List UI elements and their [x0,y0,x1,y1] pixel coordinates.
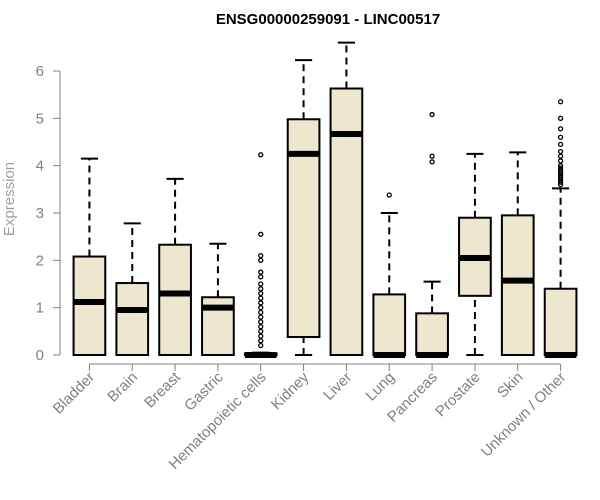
outlier-point [557,172,564,178]
box-rect [158,243,192,356]
box-liver [329,41,364,356]
box-kidney [286,59,321,356]
x-tick-label: Prostate [432,369,484,421]
outlier-point [557,181,564,188]
outlier-point [258,152,264,158]
box-skin [500,151,535,356]
outlier-point [258,338,264,344]
box-rect [500,214,535,356]
box-gastric [201,242,235,356]
outlier-point [258,274,264,280]
x-tick-label: Lung [362,369,398,405]
chart-title: ENSG00000259091 - LINC00517 [216,11,440,28]
outlier-point [429,159,435,165]
outlier-point [258,333,264,339]
outlier-point [557,174,564,181]
outlier-point [258,252,264,259]
outlier-point [258,295,264,301]
outlier-point [258,309,264,316]
outlier-point [258,305,264,311]
box-bladder [72,157,107,356]
outlier-point [258,281,264,287]
box-rect [72,255,107,356]
outlier-point [429,111,435,118]
outlier-point [258,257,264,263]
outlier-point [557,167,564,174]
outlier-point [258,314,264,320]
box-prostate [458,152,492,356]
outlier-point [557,99,564,105]
x-tick-label: Liver [320,369,355,404]
outlier-point [258,328,264,334]
box-breast [158,177,192,356]
outlier-point [557,126,564,132]
y-tick-label: 5 [36,110,44,127]
outlier-point [258,269,264,275]
plot-area [72,41,578,358]
box-rect [329,87,364,356]
x-tick-label: Skin [494,369,527,402]
x-tick-label: Kidney [268,368,313,413]
outlier-point [258,323,264,330]
box-unknown-other [543,99,578,358]
box-pancreas [415,111,449,358]
outlier-point [557,134,564,140]
y-tick-label: 1 [36,300,44,317]
box-rect [415,312,449,357]
outlier-point [258,300,264,306]
outlier-point [557,115,564,121]
y-tick-label: 4 [36,158,44,175]
box-brain [115,222,150,357]
outlier-point [429,153,435,159]
y-axis: 0 1 2 3 4 5 6 [36,63,61,364]
outlier-point [258,231,264,237]
box-rect [543,287,578,357]
outlier-point [557,148,564,155]
outlier-point [557,177,564,183]
y-tick-label: 3 [36,205,44,222]
outlier-point [557,163,564,169]
outlier-point [557,141,564,148]
outlier-point [258,342,264,349]
y-tick-label: 2 [36,252,44,269]
box-rect [115,282,150,357]
outlier-point [557,179,564,185]
x-tick-label: Breast [141,368,184,411]
outlier-point [258,286,264,292]
outlier-point [386,192,392,198]
outlier-point [557,165,564,171]
box-rect [372,293,407,356]
outlier-point [258,319,264,325]
outlier-point [557,153,564,159]
y-tick-label: 6 [36,63,44,80]
outlier-point [258,290,264,297]
x-tick-label: Bladder [50,369,99,418]
box-hematopoietic-cells [243,152,278,358]
box-lung [372,192,407,358]
y-axis-title: Expression [1,162,18,236]
y-tick-label: 0 [36,347,44,364]
outlier-point [557,158,564,164]
outlier-point [557,170,564,176]
x-tick-label: Brain [104,369,141,406]
